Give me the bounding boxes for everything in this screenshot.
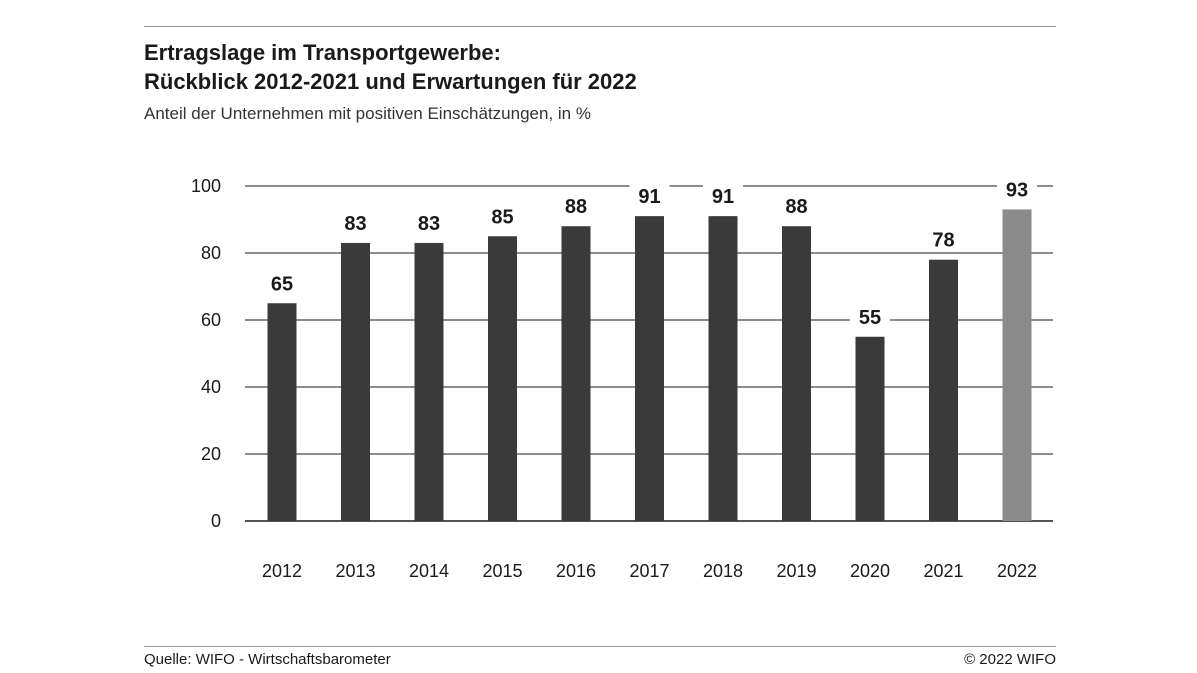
value-label-2022: 93 bbox=[1006, 179, 1028, 201]
value-label-bg-2019 bbox=[776, 192, 817, 219]
value-label-2012: 65 bbox=[271, 273, 293, 295]
value-label-bg-2013 bbox=[335, 208, 376, 235]
x-tick-label-2022: 2022 bbox=[997, 561, 1037, 581]
value-label-bg-2014 bbox=[409, 208, 449, 235]
value-label-2016: 88 bbox=[565, 196, 587, 218]
bar-2022 bbox=[1002, 209, 1032, 521]
bar-2013 bbox=[341, 242, 370, 521]
bar-2017 bbox=[635, 216, 664, 521]
chart-title: Ertragslage im Transportgewerbe: Rückbli… bbox=[144, 38, 637, 96]
x-tick-label-2016: 2016 bbox=[556, 561, 596, 581]
value-label-bg-2018 bbox=[703, 182, 743, 209]
y-tick-label-100: 100 bbox=[191, 176, 221, 196]
top-rule bbox=[144, 26, 1056, 27]
value-label-2014: 83 bbox=[418, 213, 440, 235]
chart-title-line-1: Ertragslage im Transportgewerbe: bbox=[144, 40, 501, 65]
value-label-2017: 91 bbox=[638, 186, 660, 208]
bar-2019 bbox=[782, 226, 811, 521]
bar-2015 bbox=[488, 236, 517, 521]
x-axis-ticks: 2012 2013 2014 2015 2016 2017 2018 2019 2020 2021… bbox=[262, 561, 1037, 581]
x-tick-label-2020: 2020 bbox=[850, 561, 890, 581]
y-tick-label-40: 40 bbox=[201, 377, 221, 397]
chart-subtitle: Anteil der Unternehmen mit positiven Ein… bbox=[144, 104, 591, 123]
y-tick-label-20: 20 bbox=[201, 444, 221, 464]
bar-2014 bbox=[414, 242, 444, 521]
value-label-2020: 55 bbox=[859, 307, 881, 329]
value-label-2018: 91 bbox=[712, 186, 734, 208]
bars bbox=[267, 209, 1032, 521]
x-tick-label-2014: 2014 bbox=[409, 561, 449, 581]
value-label-bg-2020 bbox=[850, 302, 890, 329]
value-label-bg-2017 bbox=[629, 182, 670, 209]
value-label-2019: 88 bbox=[785, 196, 807, 218]
y-axis-ticks: 0 20 40 60 80 100 bbox=[191, 176, 221, 531]
y-tick-label-80: 80 bbox=[201, 243, 221, 263]
value-label-bg-2015 bbox=[482, 202, 523, 229]
chart-title-line-2: Rückblick 2012-2021 und Erwartungen für … bbox=[144, 69, 637, 94]
x-tick-label-2013: 2013 bbox=[335, 561, 375, 581]
x-tick-label-2018: 2018 bbox=[703, 561, 743, 581]
value-labels: 65 83 83 85 88 91 91 88 55 78 93 bbox=[262, 175, 1037, 329]
x-tick-label-2012: 2012 bbox=[262, 561, 302, 581]
copyright-note: © 2022 WIFO bbox=[964, 651, 1056, 668]
y-tick-label-60: 60 bbox=[201, 310, 221, 330]
value-label-2015: 85 bbox=[491, 206, 513, 228]
value-label-bg-2012 bbox=[262, 269, 302, 296]
x-tick-label-2015: 2015 bbox=[482, 561, 522, 581]
source-note: Quelle: WIFO - Wirtschaftsbarometer bbox=[144, 651, 391, 668]
bar-2018 bbox=[708, 216, 738, 521]
value-label-bg-2021 bbox=[923, 225, 964, 252]
bar-2016 bbox=[561, 226, 591, 521]
value-label-bg-2016 bbox=[556, 192, 596, 219]
y-tick-label-0: 0 bbox=[211, 511, 221, 531]
bottom-rule bbox=[144, 646, 1056, 647]
value-label-2021: 78 bbox=[932, 230, 954, 252]
value-label-2013: 83 bbox=[344, 213, 366, 235]
x-tick-label-2019: 2019 bbox=[776, 561, 816, 581]
x-tick-label-2021: 2021 bbox=[923, 561, 963, 581]
value-label-bg-2022 bbox=[997, 175, 1037, 202]
x-tick-label-2017: 2017 bbox=[629, 561, 669, 581]
bar-2020 bbox=[855, 336, 885, 521]
bar-2012 bbox=[267, 303, 297, 521]
bar-2021 bbox=[929, 259, 958, 521]
